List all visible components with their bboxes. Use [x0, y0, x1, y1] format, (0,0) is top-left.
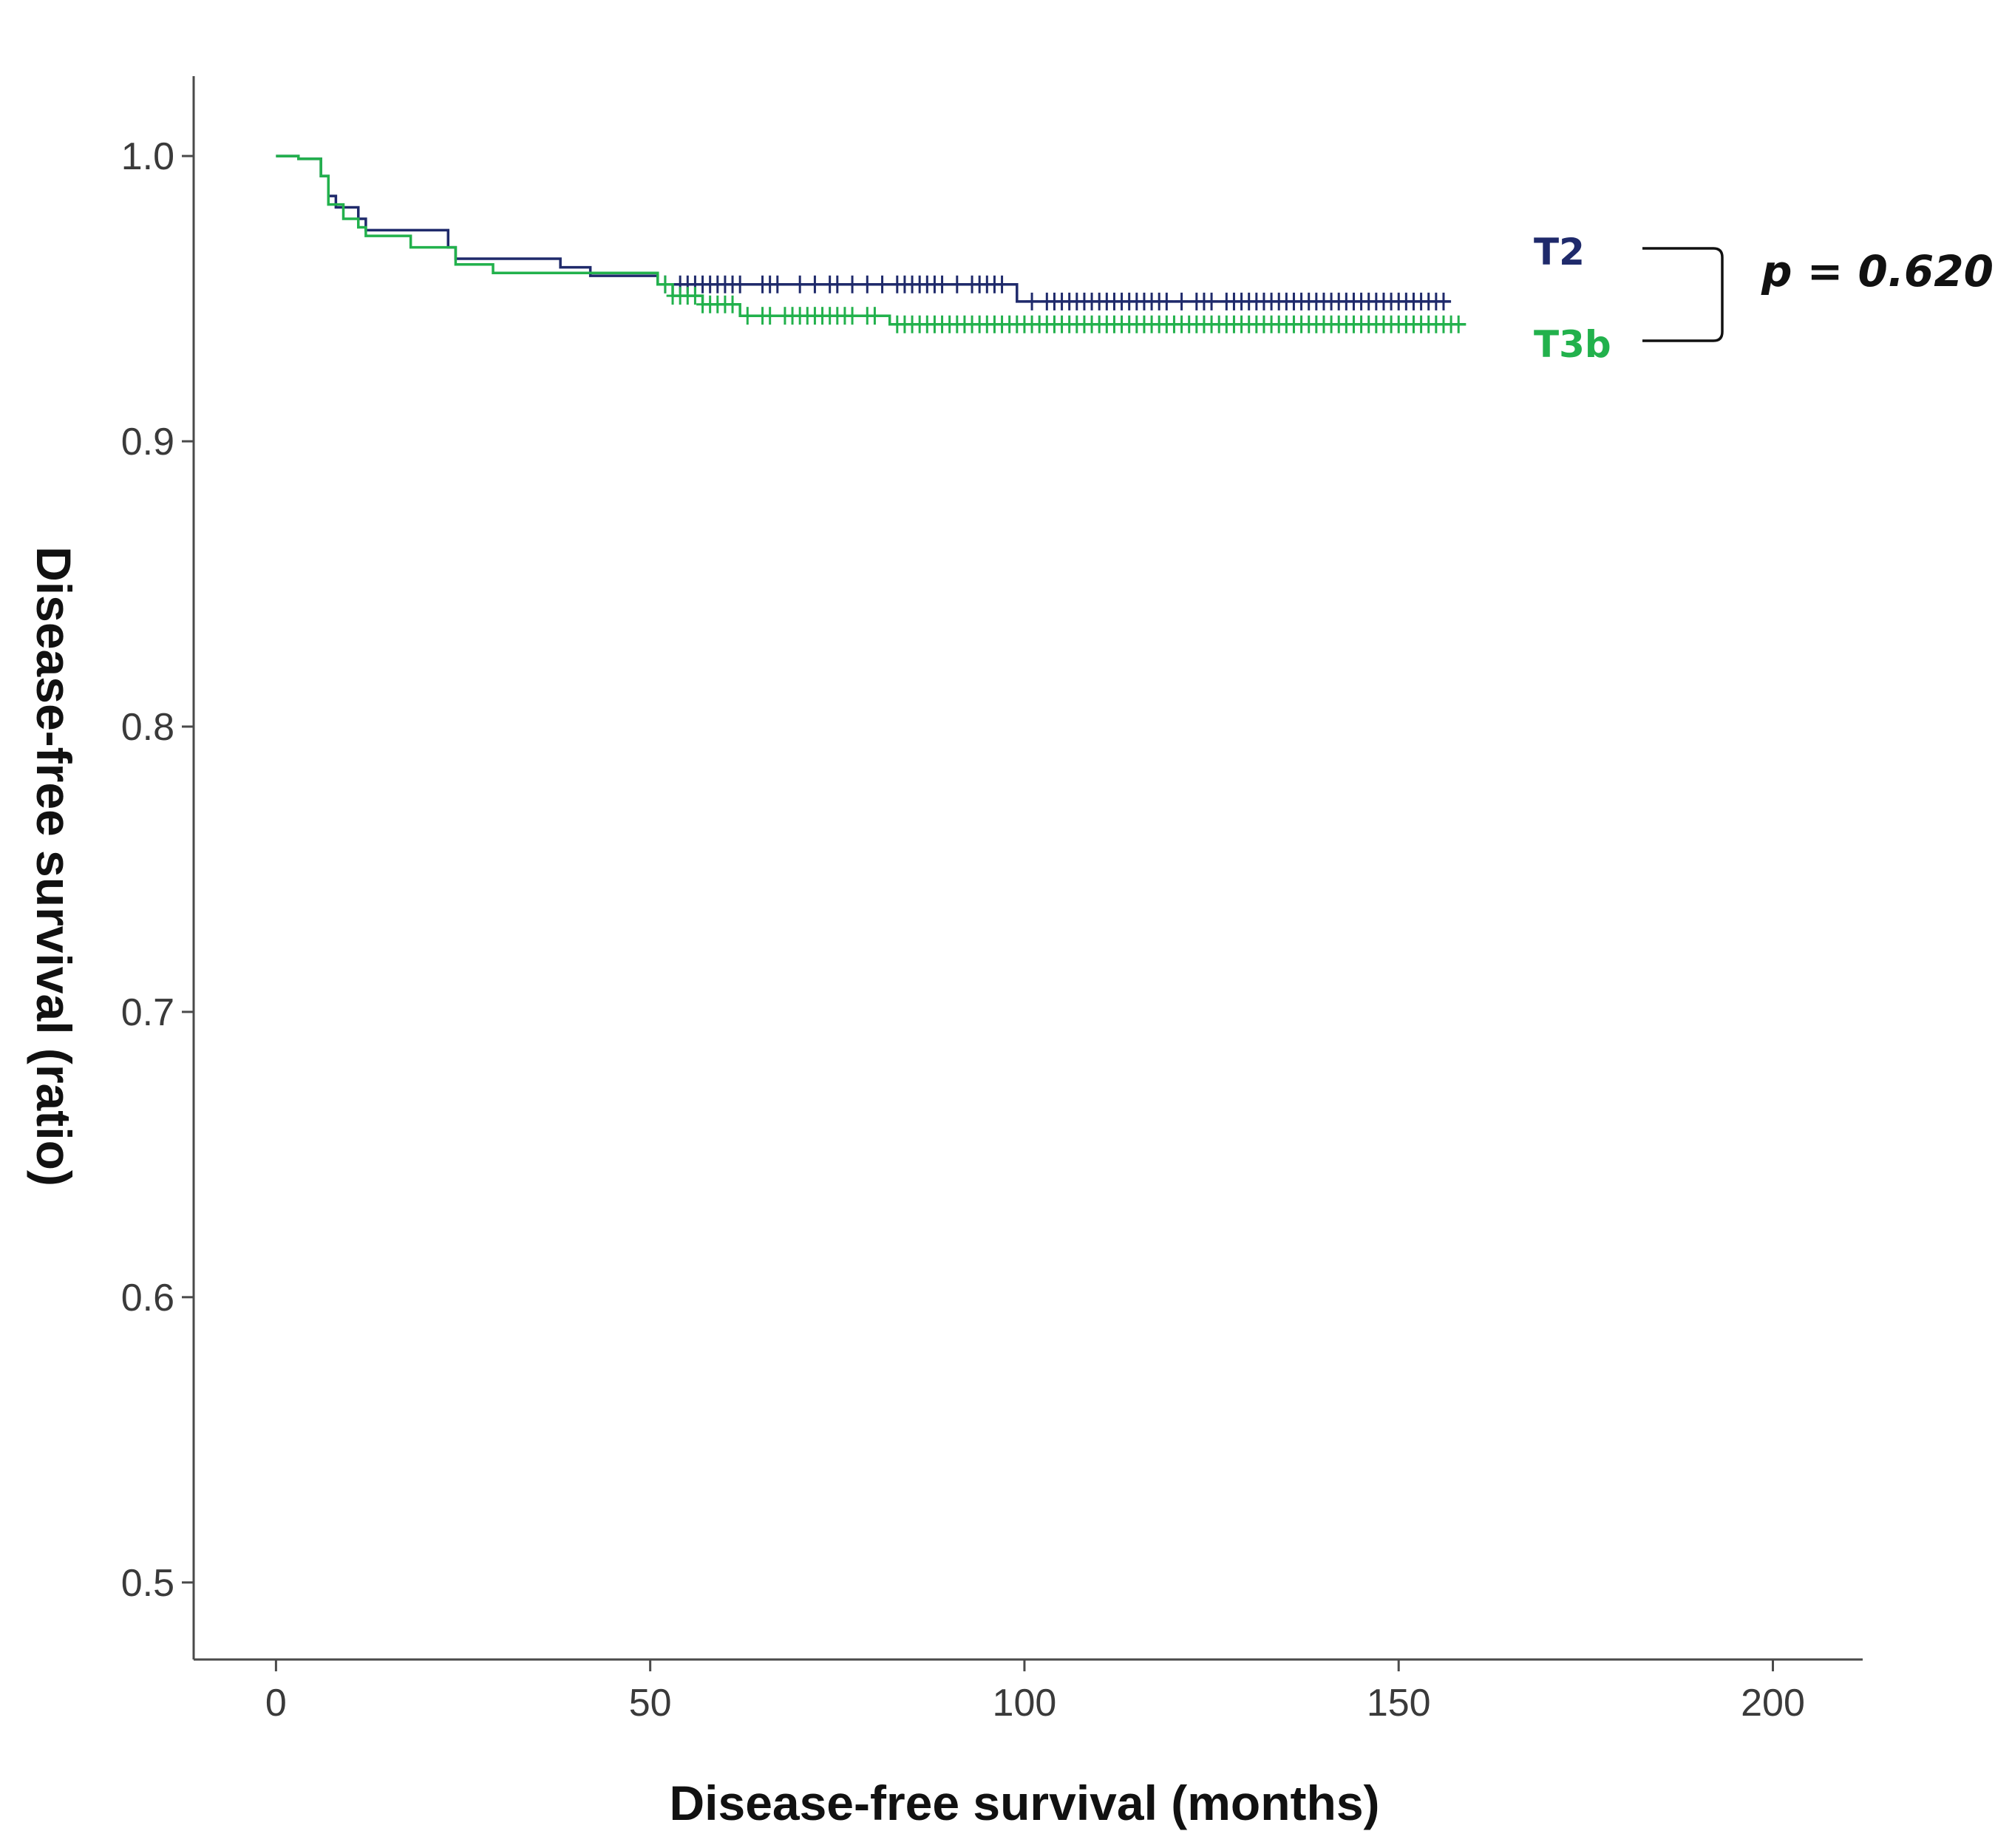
- x-tick-label: 200: [1741, 1682, 1805, 1725]
- y-tick-label: 0.5: [121, 1562, 174, 1605]
- censor-mark-t2: [1025, 292, 1039, 310]
- y-axis-title: Disease-free survival (ratio): [27, 546, 81, 1186]
- series-label-t3b: T3b: [1534, 323, 1611, 366]
- censor-mark-t2: [809, 275, 821, 293]
- censor-mark-t2: [876, 275, 888, 293]
- censor-mark-t2: [771, 275, 784, 293]
- significance-bracket: [1642, 247, 1724, 342]
- x-axis-title: Disease-free survival (months): [669, 1776, 1379, 1830]
- censor-mark-t3b: [869, 307, 881, 325]
- series-layer: [276, 154, 1466, 333]
- censor-mark-t2: [951, 275, 964, 293]
- y-tick-label: 0.6: [121, 1277, 174, 1319]
- x-tick-label: 150: [1367, 1682, 1431, 1725]
- censor-mark-t2: [860, 275, 874, 293]
- y-tick-label: 0.8: [121, 706, 174, 749]
- censor-mark-t2: [1175, 292, 1188, 310]
- censor-mark-t2: [1437, 292, 1450, 310]
- censor-mark-t2: [1205, 292, 1218, 310]
- censor-mark-t3b: [689, 287, 701, 305]
- censor-mark-t3b: [659, 275, 672, 293]
- y-tick-label: 0.9: [121, 421, 174, 463]
- censor-mark-t3b: [1452, 315, 1465, 333]
- censor-mark-t2: [846, 275, 859, 293]
- censor-mark-t3b: [846, 307, 859, 325]
- censor-mark-t3b: [764, 307, 777, 325]
- y-tick-label: 1.0: [121, 135, 174, 178]
- censor-mark-t2: [793, 275, 806, 293]
- censor-mark-t2: [1160, 292, 1173, 310]
- series-t2: [276, 154, 1452, 310]
- x-tick-label: 100: [993, 1682, 1057, 1725]
- censor-mark-t3b: [726, 295, 739, 313]
- x-tick-label: 50: [629, 1682, 672, 1725]
- survival-line-t3b: [276, 154, 1466, 326]
- censor-mark-t2: [831, 275, 844, 293]
- censor-mark-t2: [996, 275, 1008, 293]
- censor-mark-t2: [936, 275, 948, 293]
- series-t3b: [276, 154, 1466, 333]
- censor-mark-t3b: [741, 307, 754, 325]
- y-tick-label: 0.7: [121, 991, 174, 1034]
- censor-mark-t2: [733, 275, 747, 293]
- survival-line-t2: [276, 154, 1452, 303]
- plot-area: 0.5 0.6 0.7 0.8 0.9 1.0 0 50 100 150 200: [121, 76, 1863, 1725]
- series-label-t2: T2: [1534, 231, 1585, 274]
- p-value-annotation: p = 0.620: [1761, 246, 1994, 296]
- x-tick-label: 0: [265, 1682, 287, 1725]
